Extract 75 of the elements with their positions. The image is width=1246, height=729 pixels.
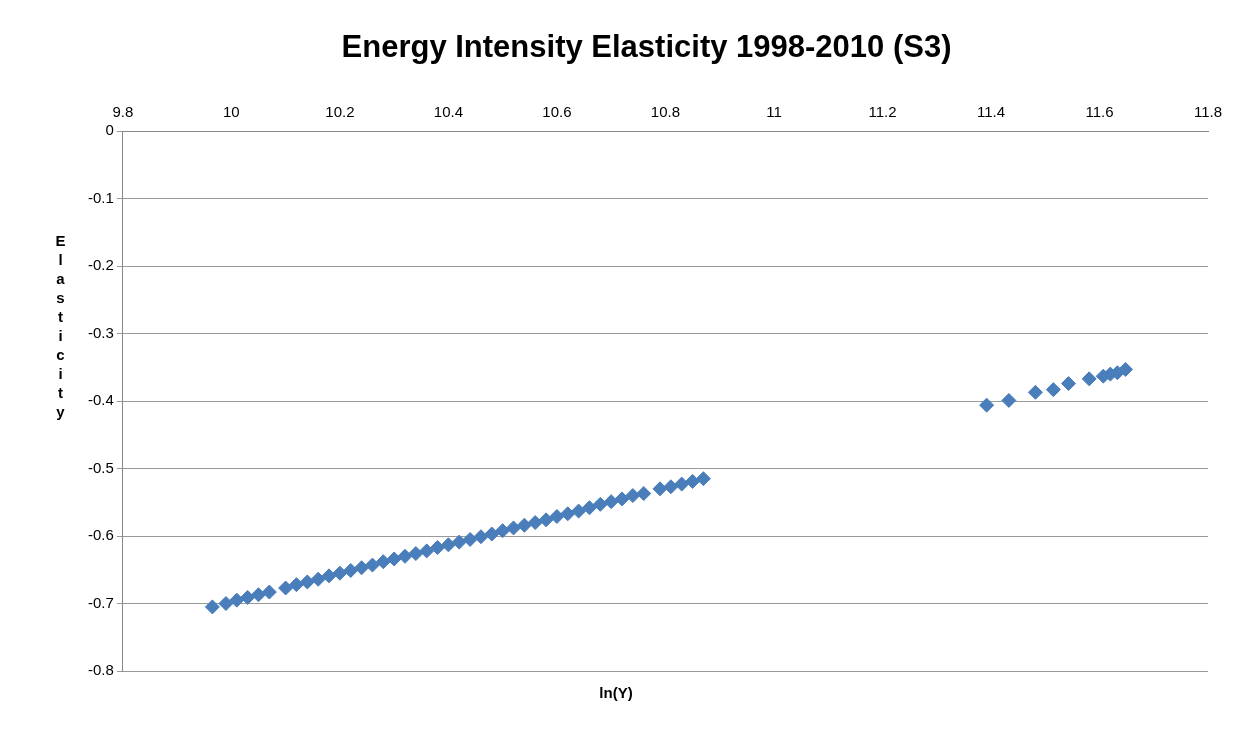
point bbox=[343, 562, 359, 578]
chart-title: Energy Intensity Elasticity 1998-2010 (S3) bbox=[341, 29, 952, 65]
point bbox=[218, 596, 234, 612]
x-axis-title: ln(Y) bbox=[599, 684, 633, 701]
point bbox=[419, 543, 435, 559]
y-tick-label: -0.2 bbox=[87, 256, 114, 274]
point bbox=[354, 560, 370, 576]
point bbox=[1118, 361, 1134, 377]
x-tick-label: 11.4 bbox=[976, 103, 1006, 121]
point bbox=[310, 571, 326, 587]
y-tick-label: -0.5 bbox=[87, 458, 114, 476]
point bbox=[549, 508, 565, 524]
x-tick-label: 10 bbox=[223, 103, 240, 121]
x-tick-label: 11.2 bbox=[868, 103, 897, 121]
x-tick-label: 10.8 bbox=[650, 103, 681, 121]
point bbox=[288, 577, 304, 593]
point bbox=[299, 574, 315, 590]
point bbox=[278, 580, 294, 596]
x-tick-label: 10.6 bbox=[542, 103, 572, 121]
x-tick-label: 11.6 bbox=[1085, 103, 1114, 121]
point bbox=[603, 494, 619, 510]
point bbox=[516, 517, 532, 533]
point bbox=[364, 557, 380, 573]
x-tick-label: 9.8 bbox=[112, 103, 134, 121]
point bbox=[979, 397, 995, 413]
point bbox=[538, 512, 554, 528]
point bbox=[473, 529, 489, 545]
y-tick-label: -0.3 bbox=[87, 323, 114, 341]
point bbox=[560, 506, 576, 522]
point bbox=[261, 584, 277, 600]
point bbox=[397, 548, 413, 564]
point bbox=[625, 488, 641, 504]
y-tick-label: -0.8 bbox=[87, 661, 114, 679]
point bbox=[250, 587, 266, 603]
x-tick-label: 10.2 bbox=[325, 103, 355, 121]
point bbox=[685, 473, 701, 489]
point bbox=[1061, 376, 1077, 392]
point bbox=[581, 500, 597, 516]
point bbox=[440, 537, 456, 553]
point bbox=[652, 481, 668, 497]
point bbox=[321, 568, 337, 584]
point bbox=[1081, 371, 1097, 387]
point bbox=[240, 589, 256, 605]
point bbox=[408, 546, 424, 562]
point bbox=[506, 520, 521, 536]
point bbox=[204, 599, 220, 615]
x-tick-label: 10.4 bbox=[433, 103, 463, 121]
x-tick-label: 11 bbox=[766, 103, 782, 121]
x-tick-label: 11.8 bbox=[1193, 103, 1223, 121]
point bbox=[636, 486, 652, 502]
point bbox=[1045, 382, 1061, 398]
point bbox=[1001, 392, 1017, 408]
y-tick-label: 0 bbox=[105, 121, 114, 139]
point bbox=[1027, 384, 1043, 400]
point bbox=[451, 534, 467, 550]
point bbox=[229, 592, 245, 608]
point bbox=[484, 526, 500, 542]
point bbox=[386, 551, 402, 567]
y-tick-label: -0.4 bbox=[87, 391, 114, 409]
point bbox=[663, 479, 679, 495]
point bbox=[462, 531, 478, 547]
point bbox=[527, 515, 543, 531]
point bbox=[571, 503, 587, 519]
point bbox=[430, 540, 446, 556]
y-tick-label: -0.7 bbox=[87, 593, 114, 611]
y-tick-label: -0.6 bbox=[87, 526, 114, 544]
point bbox=[495, 523, 511, 539]
y-tick-label: -0.1 bbox=[87, 188, 114, 206]
point bbox=[695, 471, 711, 487]
point bbox=[674, 476, 690, 492]
y-axis-title: Elasticity bbox=[52, 232, 69, 422]
point bbox=[614, 491, 630, 507]
point bbox=[592, 496, 608, 512]
point bbox=[332, 565, 348, 581]
point bbox=[375, 554, 391, 570]
